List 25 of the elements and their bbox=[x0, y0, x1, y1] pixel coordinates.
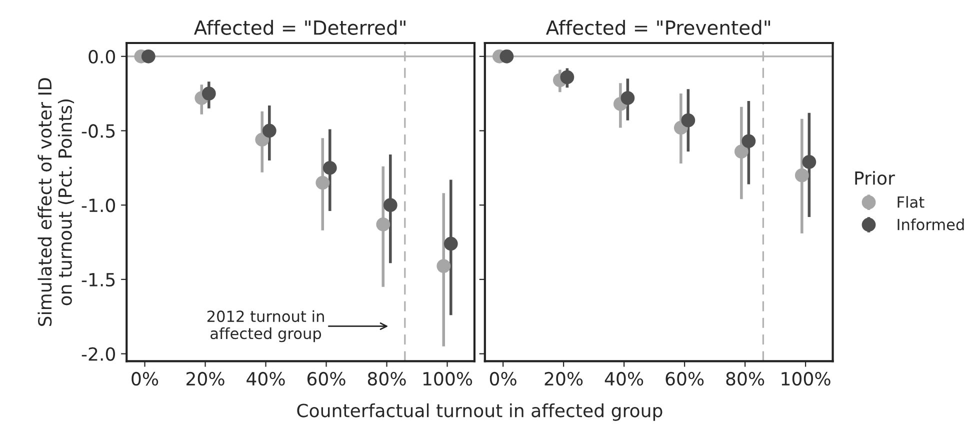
x-tick-label: 100% bbox=[782, 372, 830, 386]
x-tick-label: 40% bbox=[246, 372, 285, 386]
x-tick-label: 100% bbox=[423, 372, 472, 386]
x-tick-label: 80% bbox=[368, 372, 406, 386]
x-tick-label: 60% bbox=[307, 372, 346, 386]
legend-title: Prior bbox=[855, 170, 895, 185]
chart-title: Affected = "Deterred" bbox=[194, 20, 406, 35]
y-tick-label: -0.5 bbox=[82, 124, 115, 138]
y-tick-label: 0.0 bbox=[88, 50, 116, 64]
x-tick-label: 20% bbox=[544, 372, 583, 386]
y-tick-label: -1.0 bbox=[82, 198, 116, 212]
legend-label: Informed bbox=[898, 218, 964, 230]
x-tick-label: 60% bbox=[666, 372, 704, 386]
x-tick-label: 80% bbox=[726, 372, 764, 386]
x-axis-title: Counterfactual turnout in affected group bbox=[297, 403, 662, 421]
y-tick-label: -2.0 bbox=[82, 347, 116, 361]
x-tick-label: 0% bbox=[132, 372, 158, 386]
y-axis-title: Simulated effect of voter ID on turnout (Pct. Points) bbox=[38, 78, 74, 326]
x-tick-label: 40% bbox=[604, 372, 644, 386]
chart-title: Affected = "Prevented" bbox=[546, 20, 770, 35]
annotation: 2012 turnout in affected group bbox=[207, 310, 324, 342]
y-tick-label: -1.5 bbox=[82, 273, 115, 287]
x-tick-label: 20% bbox=[186, 372, 224, 386]
legend-label: Flat bbox=[898, 196, 924, 208]
x-tick-label: 0% bbox=[490, 372, 516, 386]
